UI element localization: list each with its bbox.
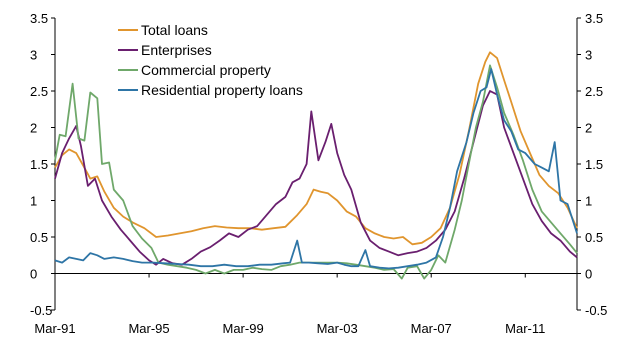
y-tick-label-right: 0 [585, 267, 592, 282]
y-tick-label-right: -0.5 [585, 303, 607, 318]
chart-legend: Total loans Enterprises Commercial propert… [118, 22, 303, 98]
series-line-total-loans [54, 51, 578, 246]
y-tick-label-left: -0.5 [30, 303, 52, 318]
y-tick-label-right: 1.5 [585, 157, 603, 172]
legend-label: Enterprises [141, 42, 212, 58]
legend-label: Residential property loans [141, 82, 303, 98]
chart-axes: 3.5 3.5 3 3 2.5 2.5 2 2 1.5 1.5 1 1 0.5 0.5 0 0 -0.5 -0.5… [30, 11, 607, 336]
legend-label: Total loans [141, 22, 208, 38]
y-tick-label-left: 1 [30, 194, 37, 209]
series-line-enterprises [54, 90, 578, 266]
legend-label: Commercial property [141, 62, 271, 78]
y-tick-label-left: 0 [30, 267, 37, 282]
x-tick-label: Mar-07 [411, 321, 452, 336]
chart-series-lines [54, 51, 578, 280]
x-tick-label: Mar-91 [34, 321, 75, 336]
y-tick-label-left: 3 [30, 48, 37, 63]
y-tick-label-right: 2 [585, 121, 592, 136]
y-tick-label-right: 1 [585, 194, 592, 209]
y-tick-label-right: 3 [585, 48, 592, 63]
y-tick-label-right: 3.5 [585, 11, 603, 26]
y-tick-label-left: 1.5 [30, 157, 48, 172]
x-tick-label: Mar-95 [128, 321, 169, 336]
y-tick-label-right: 0.5 [585, 230, 603, 245]
y-tick-label-left: 2.5 [30, 84, 48, 99]
y-tick-label-left: 3.5 [30, 11, 48, 26]
x-tick-label: Mar-99 [223, 321, 264, 336]
x-tick-label: Mar-11 [505, 321, 545, 336]
y-tick-label-left: 0.5 [30, 230, 48, 245]
x-tick-label: Mar-03 [317, 321, 358, 336]
series-line-residential-property-loans [54, 68, 578, 270]
y-tick-label-right: 2.5 [585, 84, 603, 99]
y-tick-label-left: 2 [30, 121, 37, 136]
